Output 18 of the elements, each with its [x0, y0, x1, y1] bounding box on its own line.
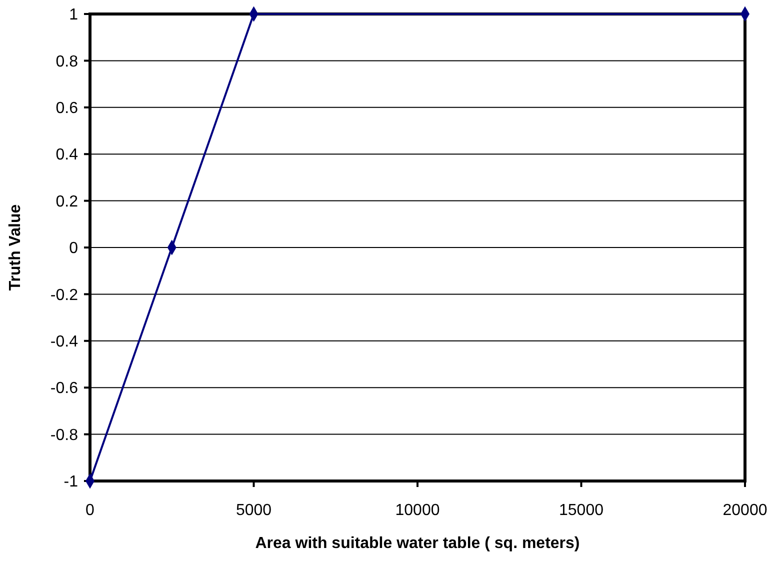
y-tick-label: -0.8: [50, 426, 78, 444]
y-tick-label: 1: [69, 6, 78, 24]
x-tick-label: 15000: [559, 502, 604, 519]
y-tick-label: 0.2: [56, 193, 78, 210]
x-tick-label: 20000: [722, 502, 768, 519]
y-tick-label: -1: [64, 474, 78, 491]
y-axis-title: Truth Value: [7, 204, 24, 291]
y-tick-label: 0.8: [56, 53, 78, 70]
y-tick-label: -0.2: [50, 286, 78, 304]
x-tick-label: 0: [86, 502, 95, 519]
y-tick-label: -0.4: [50, 334, 78, 350]
y-tick-label: 0: [69, 240, 78, 258]
x-tick-label: 10000: [395, 502, 440, 519]
x-tick-label: 5000: [236, 502, 272, 519]
y-tick-label: -0.6: [50, 380, 78, 398]
y-tick-label: 0.6: [56, 100, 78, 117]
x-axis-title: Area with suitable water table ( sq. meters): [255, 535, 580, 552]
y-tick-label: 0.4: [56, 146, 78, 164]
